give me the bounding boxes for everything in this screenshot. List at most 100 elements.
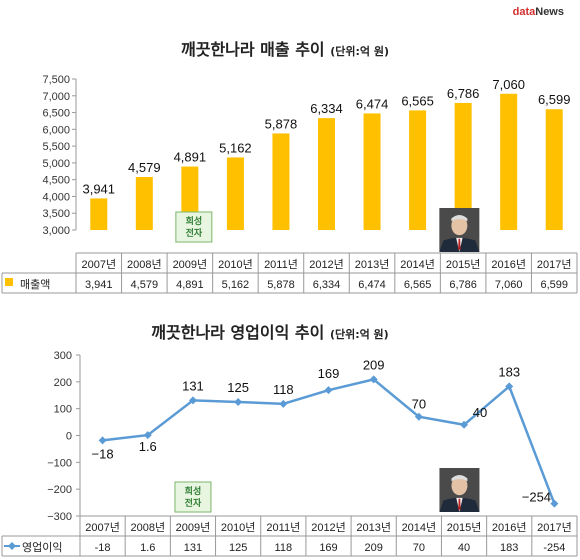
profit-point [188,396,197,405]
category-label: 2012년 [309,258,344,271]
data-label: 4,579 [128,160,161,175]
profit-point [279,399,288,408]
data-label: 125 [227,380,249,395]
profit-point [324,386,333,395]
data-label: 183 [498,364,520,379]
note-text-line: 희성 [186,215,203,227]
data-label: 6,334 [310,101,343,116]
y-tick-label: 3,500 [42,208,70,220]
revenue-bar [226,157,244,230]
table-value: 1.6 [140,542,155,554]
category-label: 2012년 [311,521,346,534]
data-table: 2007년 3,941 2008년 4,579 2009년 4,891 2010년 5,162… [1,252,578,294]
table-value: -18 [95,542,111,554]
revenue-chart-title: 깨끗한나라 매출 추이 (단위:억 원) [181,40,389,59]
profit-point [369,375,378,384]
portrait-hair [451,215,468,222]
data-label: 6,474 [356,96,389,111]
ceo-portrait [439,208,480,252]
revenue-bar [409,110,427,230]
y-tick-label: 3,000 [42,225,70,237]
profit-point [234,397,243,406]
category-label: 2017년 [537,258,572,271]
category-label: 2008년 [127,258,162,271]
category-label: 2017년 [537,521,572,534]
note-box [174,481,212,513]
profit-chart-title: 깨끗한나라 영업이익 추이 (단위:억 원) [151,323,388,342]
y-tick-label: 5,500 [42,141,70,153]
legend-marker [5,278,13,286]
portrait-tie [458,238,461,250]
data-label: 6,599 [538,92,571,107]
profit-point [550,499,559,508]
revenue-bar [545,109,563,230]
table-value: 131 [184,542,202,554]
category-label: 2013년 [356,521,391,534]
profit-point [98,436,107,445]
chart-title-text: 깨끗한나라 영업이익 추이 [151,323,330,342]
data-label: 3,941 [82,181,115,196]
revenue-chart: 깨끗한나라 매출 추이 (단위:억 원) 3,000 3,500 4,000 4,500… [1,40,578,294]
note-text-line: 전자 [186,227,203,239]
profit-point [414,412,423,421]
legend-marker [8,542,16,550]
y-tick-label: 0 [66,431,72,443]
profit-point [143,431,152,440]
portrait-face [451,215,468,236]
revenue-bar [454,102,472,230]
table-value: 3,941 [85,279,113,291]
table-value: 7,060 [495,279,523,291]
category-label: 2013년 [355,258,390,271]
table-value: 6,334 [313,279,341,291]
y-tick-label: −100 [47,457,72,469]
table-value: 169 [319,542,337,554]
y-tick-label: −300 [47,511,72,523]
portrait-hair [451,475,468,482]
y-tick-label: 300 [54,350,72,362]
table-value: 6,786 [449,279,477,291]
category-label: 2009년 [176,521,211,534]
legend-label: 영업이익 [22,541,62,554]
data-label: 1.6 [139,439,157,454]
note-box [175,211,213,243]
revenue-bar [363,113,381,230]
data-label: 5,878 [265,116,298,131]
table-value: 4,891 [176,279,204,291]
category-label: 2009년 [173,258,208,271]
y-tick-label: 4,500 [42,175,70,187]
data-label: 6,786 [447,86,480,101]
table-value: 209 [365,542,383,554]
table-value: 4,579 [131,279,159,291]
y-axis: 300 200 100 0 −100 −200 −300 [47,350,81,523]
data-label: 169 [318,366,340,381]
chart-unit: (단위:억 원) [330,327,389,341]
table-value: 6,599 [540,279,568,291]
brand-logo: dataNews [513,6,564,18]
data-label: 209 [363,357,385,372]
operating-profit-chart: 깨끗한나라 영업이익 추이 (단위:억 원) 300 200 100 0 −100 −200… [1,323,578,557]
chart-unit: (단위:억 원) [330,44,389,58]
category-label: 2016년 [492,521,527,534]
y-tick-label: 5,000 [42,158,70,170]
category-label: 2011년 [264,258,298,271]
category-label: 2015년 [447,521,482,534]
table-value: -254 [543,542,565,554]
category-label: 2016년 [491,258,526,271]
category-label: 2014년 [400,258,435,271]
revenue-bar [272,133,290,230]
data-label: 118 [273,382,294,397]
data-label: 70 [412,397,426,412]
table-value: 5,162 [222,279,250,291]
table-value: 70 [413,542,425,554]
data-table: 2007년 -18 2008년 1.6 2009년 131 2010년 125 2011년 118… [1,515,578,557]
category-label: 2007년 [81,258,116,271]
table-value: 40 [458,542,470,554]
note-text-line: 전자 [185,497,202,509]
legend-label: 매출액 [20,278,50,291]
data-label: 40 [473,405,487,420]
table-value: 6,474 [358,279,386,291]
data-label: −254 [522,490,551,505]
category-label: 2010년 [221,521,256,534]
portrait-face [451,475,468,496]
